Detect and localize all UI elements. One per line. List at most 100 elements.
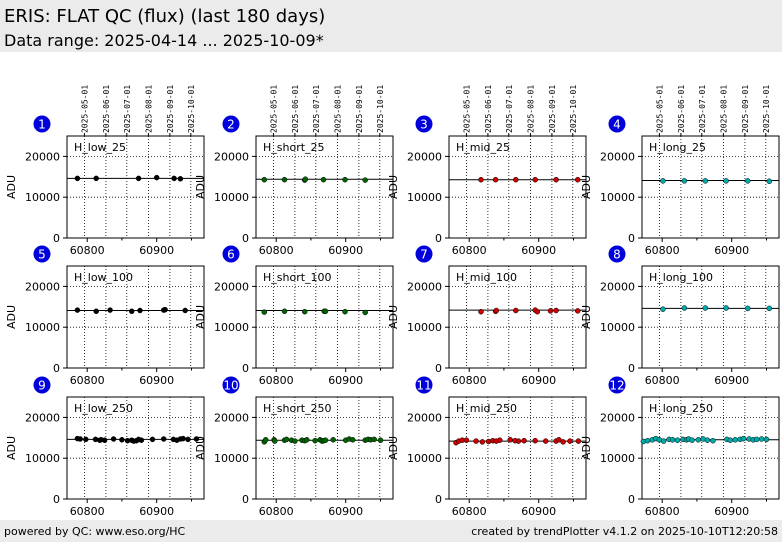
data-point (128, 308, 135, 315)
date-tick-label: 2025-08-01 (526, 85, 535, 133)
panel-label: H_short_25 (263, 141, 325, 154)
data-point (521, 437, 527, 444)
data-point (110, 436, 117, 442)
panel-7: 60800 60900 0 10000 20000 ADU H_mid_100 7 (387, 245, 587, 387)
data-point (669, 437, 676, 443)
panel-number-badge (33, 115, 51, 133)
data-point (342, 308, 348, 315)
plot-frame (448, 396, 587, 500)
data-point (702, 305, 709, 311)
y-tick-label: 0 (628, 493, 635, 506)
y-axis-label: ADU (387, 436, 400, 460)
date-tick-label: 2025-06-01 (102, 85, 111, 133)
data-point (553, 307, 559, 314)
panel-label: H_mid_25 (456, 141, 510, 154)
y-axis-label: ADU (580, 436, 593, 460)
date-tick-label: 2025-09-01 (548, 85, 557, 133)
footer-created-by: created by trendPlotter v4.1.2 on 2025-1… (471, 525, 778, 538)
data-point (704, 437, 711, 443)
data-point (371, 436, 377, 443)
data-point (342, 176, 348, 183)
plot-frame (255, 265, 394, 369)
panel-number: 8 (613, 248, 621, 262)
data-point (74, 175, 81, 182)
panel-label: H_short_250 (263, 402, 332, 415)
y-tick-label: 20000 (25, 411, 60, 424)
panel-label: H_long_25 (649, 141, 706, 154)
x-tick-label: 60900 (328, 505, 363, 518)
footer-powered-by: powered by QC: www.eso.org/HC (4, 525, 186, 538)
x-tick-label: 60900 (521, 244, 556, 257)
data-point (138, 437, 145, 443)
panel-number: 7 (420, 248, 428, 262)
panel-number: 5 (38, 248, 46, 262)
x-tick-label: 60900 (139, 505, 174, 518)
x-tick-label: 60800 (452, 374, 487, 387)
y-tick-label: 10000 (25, 452, 60, 465)
y-tick-label: 20000 (214, 411, 249, 424)
plot-frame (66, 135, 205, 239)
data-point (710, 437, 716, 444)
date-tick-label: 2025-06-01 (484, 85, 493, 133)
y-tick-label: 0 (435, 232, 442, 245)
data-point (160, 436, 167, 442)
y-tick-label: 20000 (25, 280, 60, 293)
data-point (758, 436, 765, 442)
data-point (744, 305, 751, 312)
date-tick-label: 2025-05-01 (462, 85, 471, 133)
y-tick-label: 10000 (25, 191, 60, 204)
panel-number: 1 (38, 118, 46, 132)
y-axis-label: ADU (5, 175, 18, 199)
x-tick-label: 60800 (452, 505, 487, 518)
data-point (674, 437, 681, 443)
data-point (74, 307, 81, 313)
date-tick-label: 2025-09-01 (741, 85, 750, 133)
plot-frame (66, 396, 205, 500)
y-tick-label: 20000 (407, 411, 442, 424)
data-point (497, 437, 503, 443)
x-tick-label: 60900 (328, 244, 363, 257)
data-point (180, 435, 186, 442)
y-tick-label: 0 (435, 493, 442, 506)
date-tick-label: 2025-08-01 (144, 85, 153, 133)
data-point (322, 308, 329, 315)
y-tick-label: 10000 (407, 191, 442, 204)
data-point (727, 437, 734, 443)
y-axis-label: ADU (194, 436, 207, 460)
data-point (362, 177, 368, 183)
panel-label: H_low_250 (74, 402, 133, 415)
panel-label: H_long_250 (649, 402, 713, 415)
y-tick-label: 0 (53, 232, 60, 245)
data-point (732, 437, 738, 443)
data-point (302, 176, 309, 182)
data-point (101, 437, 108, 443)
data-point (261, 176, 268, 183)
panel-4: 60800 60900 0 10000 20000 ADU H_long_25 4 2025-0… (580, 85, 780, 257)
data-point (766, 305, 773, 312)
y-tick-label: 0 (242, 493, 249, 506)
x-tick-label: 60900 (714, 374, 749, 387)
y-tick-label: 10000 (214, 452, 249, 465)
data-point (534, 308, 541, 315)
panel-2: 60800 60900 0 10000 20000 ADU H_short_25 2 2025-… (194, 85, 394, 257)
y-axis-label: ADU (194, 175, 207, 199)
y-tick-label: 10000 (214, 321, 249, 334)
x-tick-label: 60800 (452, 244, 487, 257)
data-point (695, 437, 702, 443)
data-point (119, 437, 125, 443)
y-axis-label: ADU (5, 436, 18, 460)
data-point (702, 178, 709, 184)
data-point (377, 437, 384, 443)
y-tick-label: 0 (628, 362, 635, 375)
plot-frame (66, 265, 205, 369)
header-bar: ERIS: FLAT QC (flux) (last 180 days) Dat… (0, 0, 782, 52)
data-point (135, 175, 142, 182)
data-point (763, 436, 770, 443)
date-tick-label: 2025-09-01 (355, 85, 364, 133)
y-tick-label: 10000 (600, 191, 635, 204)
panel-number-badge (222, 115, 240, 133)
plot-frame (255, 135, 394, 239)
date-tick-label: 2025-05-01 (655, 85, 664, 133)
data-point (349, 437, 356, 443)
data-point (185, 436, 191, 443)
